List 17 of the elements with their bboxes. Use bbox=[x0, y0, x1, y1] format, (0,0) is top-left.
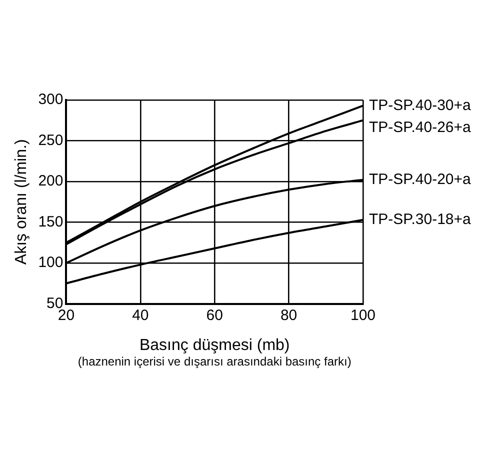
y-tick-label: 200 bbox=[38, 172, 64, 190]
x-tick-label: 40 bbox=[132, 306, 149, 324]
y-tick-label: 300 bbox=[38, 91, 64, 108]
series-label: TP-SP.40-20+a bbox=[369, 171, 472, 188]
series-label: TP-SP.40-26+a bbox=[369, 118, 472, 136]
x-axis-title: Basınç düşmesi (mb) bbox=[139, 336, 290, 354]
x-tick-label: 80 bbox=[280, 306, 298, 324]
y-tick-label: 100 bbox=[38, 254, 64, 272]
y-tick-label: 150 bbox=[38, 213, 64, 230]
y-tick-label: 250 bbox=[38, 132, 64, 149]
y-axis-title: Akış oranı (l/min.) bbox=[13, 139, 30, 265]
x-tick-label: 60 bbox=[206, 306, 223, 324]
text: (haznenin içerisi ve dışarısı arasındaki basınç farkı) bbox=[78, 354, 352, 368]
x-tick-label: 100 bbox=[350, 306, 376, 324]
series-label: TP-SP.40-30+a bbox=[369, 96, 472, 114]
x-tick-label: 20 bbox=[58, 306, 75, 324]
series-label: TP-SP.30-18+a bbox=[369, 210, 472, 228]
